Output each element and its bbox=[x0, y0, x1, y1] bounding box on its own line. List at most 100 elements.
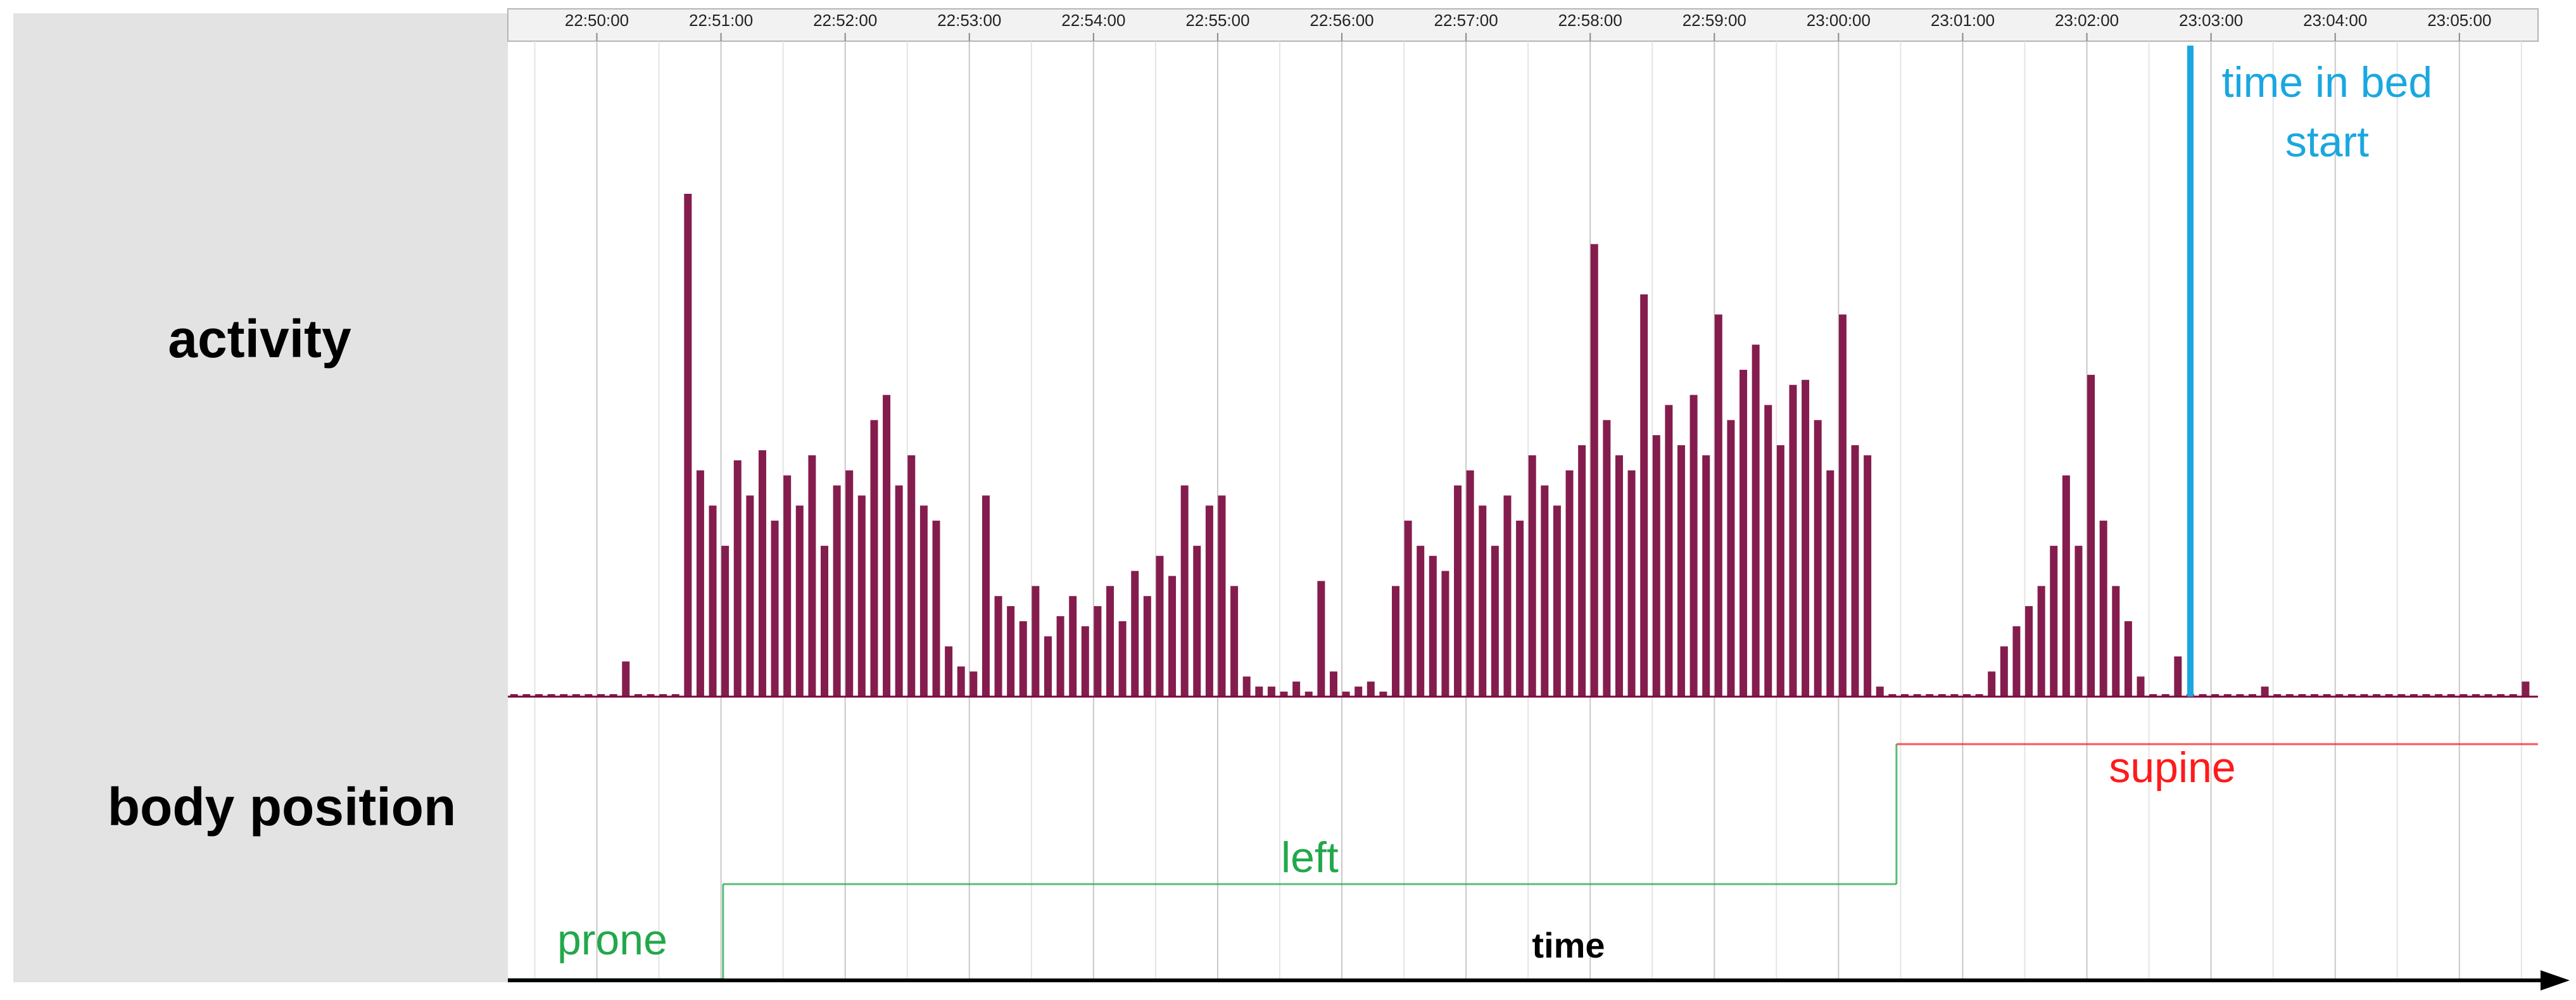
activity-bar bbox=[1913, 694, 1921, 697]
activity-bar bbox=[696, 470, 704, 697]
activity-bar bbox=[883, 395, 891, 697]
activity-bar bbox=[2360, 694, 2368, 697]
activity-bar bbox=[709, 505, 717, 697]
activity-bar bbox=[945, 646, 953, 697]
activity-bar bbox=[1106, 586, 1114, 697]
activity-bar bbox=[1056, 616, 1064, 697]
label-panel bbox=[13, 13, 508, 982]
activity-bar bbox=[547, 694, 555, 697]
x-tick-label: 22:57:00 bbox=[1434, 11, 1498, 30]
activity-bar bbox=[2323, 694, 2331, 697]
activity-bar bbox=[1230, 586, 1239, 697]
activity-bar bbox=[1379, 692, 1387, 697]
activity-bar bbox=[1888, 694, 1897, 697]
activity-bar bbox=[2273, 694, 2282, 697]
activity-bar bbox=[833, 485, 841, 697]
x-tick-label: 23:00:00 bbox=[1807, 11, 1871, 30]
activity-bar bbox=[758, 450, 766, 697]
activity-bar bbox=[1143, 596, 1151, 697]
x-tick-label: 23:05:00 bbox=[2427, 11, 2491, 30]
activity-bar bbox=[2249, 694, 2257, 697]
activity-bar bbox=[821, 545, 829, 697]
activity-bar bbox=[1081, 626, 1089, 697]
activity-bar bbox=[2199, 694, 2207, 697]
x-tick-label: 22:53:00 bbox=[937, 11, 1001, 30]
activity-bar bbox=[1776, 445, 1784, 697]
activity-bar bbox=[771, 521, 779, 697]
activity-bar bbox=[1950, 694, 1959, 697]
activity-bar bbox=[659, 694, 667, 697]
activity-bar bbox=[1838, 314, 1847, 697]
activity-bar bbox=[1963, 694, 1971, 697]
activity-bar bbox=[1689, 395, 1698, 697]
activity-bar bbox=[634, 694, 642, 697]
activity-bar bbox=[919, 505, 928, 697]
axis-arrow bbox=[2541, 970, 2570, 991]
activity-bar bbox=[1354, 687, 1363, 697]
activity-bar bbox=[895, 485, 903, 697]
x-tick-label: 23:03:00 bbox=[2179, 11, 2243, 30]
activity-bar bbox=[1516, 521, 1524, 697]
activity-bar bbox=[2373, 694, 2381, 697]
activity-bar bbox=[2124, 621, 2132, 697]
annotation-label: time in bed bbox=[2222, 58, 2433, 106]
activity-bar bbox=[1019, 621, 1027, 697]
activity-bar bbox=[2397, 694, 2406, 697]
activity-bar bbox=[2261, 687, 2269, 697]
activity-bar bbox=[1367, 681, 1375, 697]
x-tick-label: 22:58:00 bbox=[1558, 11, 1622, 30]
activity-bar bbox=[1652, 435, 1660, 697]
activity-bar bbox=[1590, 244, 1598, 697]
activity-bar bbox=[2149, 694, 2157, 697]
x-tick-label: 22:54:00 bbox=[1061, 11, 1125, 30]
x-tick-label: 22:55:00 bbox=[1185, 11, 1249, 30]
activity-bar bbox=[870, 420, 878, 697]
activity-bar bbox=[647, 694, 655, 697]
activity-bar bbox=[2472, 694, 2480, 697]
activity-bar bbox=[1007, 606, 1015, 697]
activity-bar bbox=[671, 694, 679, 697]
activity-bar bbox=[1441, 571, 1449, 697]
activity-bar bbox=[2335, 694, 2344, 697]
activity-bar bbox=[535, 694, 543, 697]
activity-bar bbox=[783, 475, 792, 697]
activity-bar bbox=[560, 694, 568, 697]
x-tick-label: 22:51:00 bbox=[689, 11, 753, 30]
activity-bar bbox=[2099, 521, 2107, 697]
activity-bar bbox=[2509, 694, 2517, 697]
activity-bar bbox=[1317, 581, 1325, 697]
activity-bar bbox=[1466, 470, 1474, 697]
activity-bar bbox=[733, 460, 742, 697]
x-tick-label: 22:52:00 bbox=[813, 11, 877, 30]
activity-bar bbox=[1218, 495, 1226, 697]
x-tick-label: 23:04:00 bbox=[2303, 11, 2367, 30]
activity-bar bbox=[1565, 470, 1574, 697]
activity-bar bbox=[2012, 626, 2021, 697]
position-label: supine bbox=[2109, 744, 2235, 792]
x-tick-label: 22:50:00 bbox=[565, 11, 629, 30]
activity-bar bbox=[1242, 676, 1251, 697]
activity-bar bbox=[572, 694, 580, 697]
activity-bar bbox=[2074, 545, 2083, 697]
position-label: prone bbox=[557, 916, 667, 964]
activity-bar bbox=[2522, 681, 2530, 697]
activity-bar bbox=[957, 666, 965, 697]
activity-bar bbox=[1044, 636, 1052, 697]
activity-bar bbox=[597, 694, 605, 697]
activity-bar bbox=[982, 495, 990, 697]
x-tick-label: 22:56:00 bbox=[1310, 11, 1373, 30]
activity-bar bbox=[1094, 606, 1102, 697]
activity-bar bbox=[1255, 687, 1263, 697]
activity-bar bbox=[1702, 455, 1710, 697]
activity-bar bbox=[2025, 606, 2033, 697]
activity-bar bbox=[1864, 455, 1872, 697]
activity-bar bbox=[2484, 694, 2492, 697]
activity-bar bbox=[584, 694, 593, 697]
activity-bar bbox=[1988, 671, 1996, 697]
activity-bar bbox=[1640, 294, 1648, 697]
activity-bar bbox=[1032, 586, 1040, 697]
activity-bar bbox=[2062, 475, 2070, 697]
activity-bar bbox=[2174, 656, 2182, 697]
activity-bar bbox=[609, 694, 617, 697]
activity-bar bbox=[1789, 384, 1797, 697]
